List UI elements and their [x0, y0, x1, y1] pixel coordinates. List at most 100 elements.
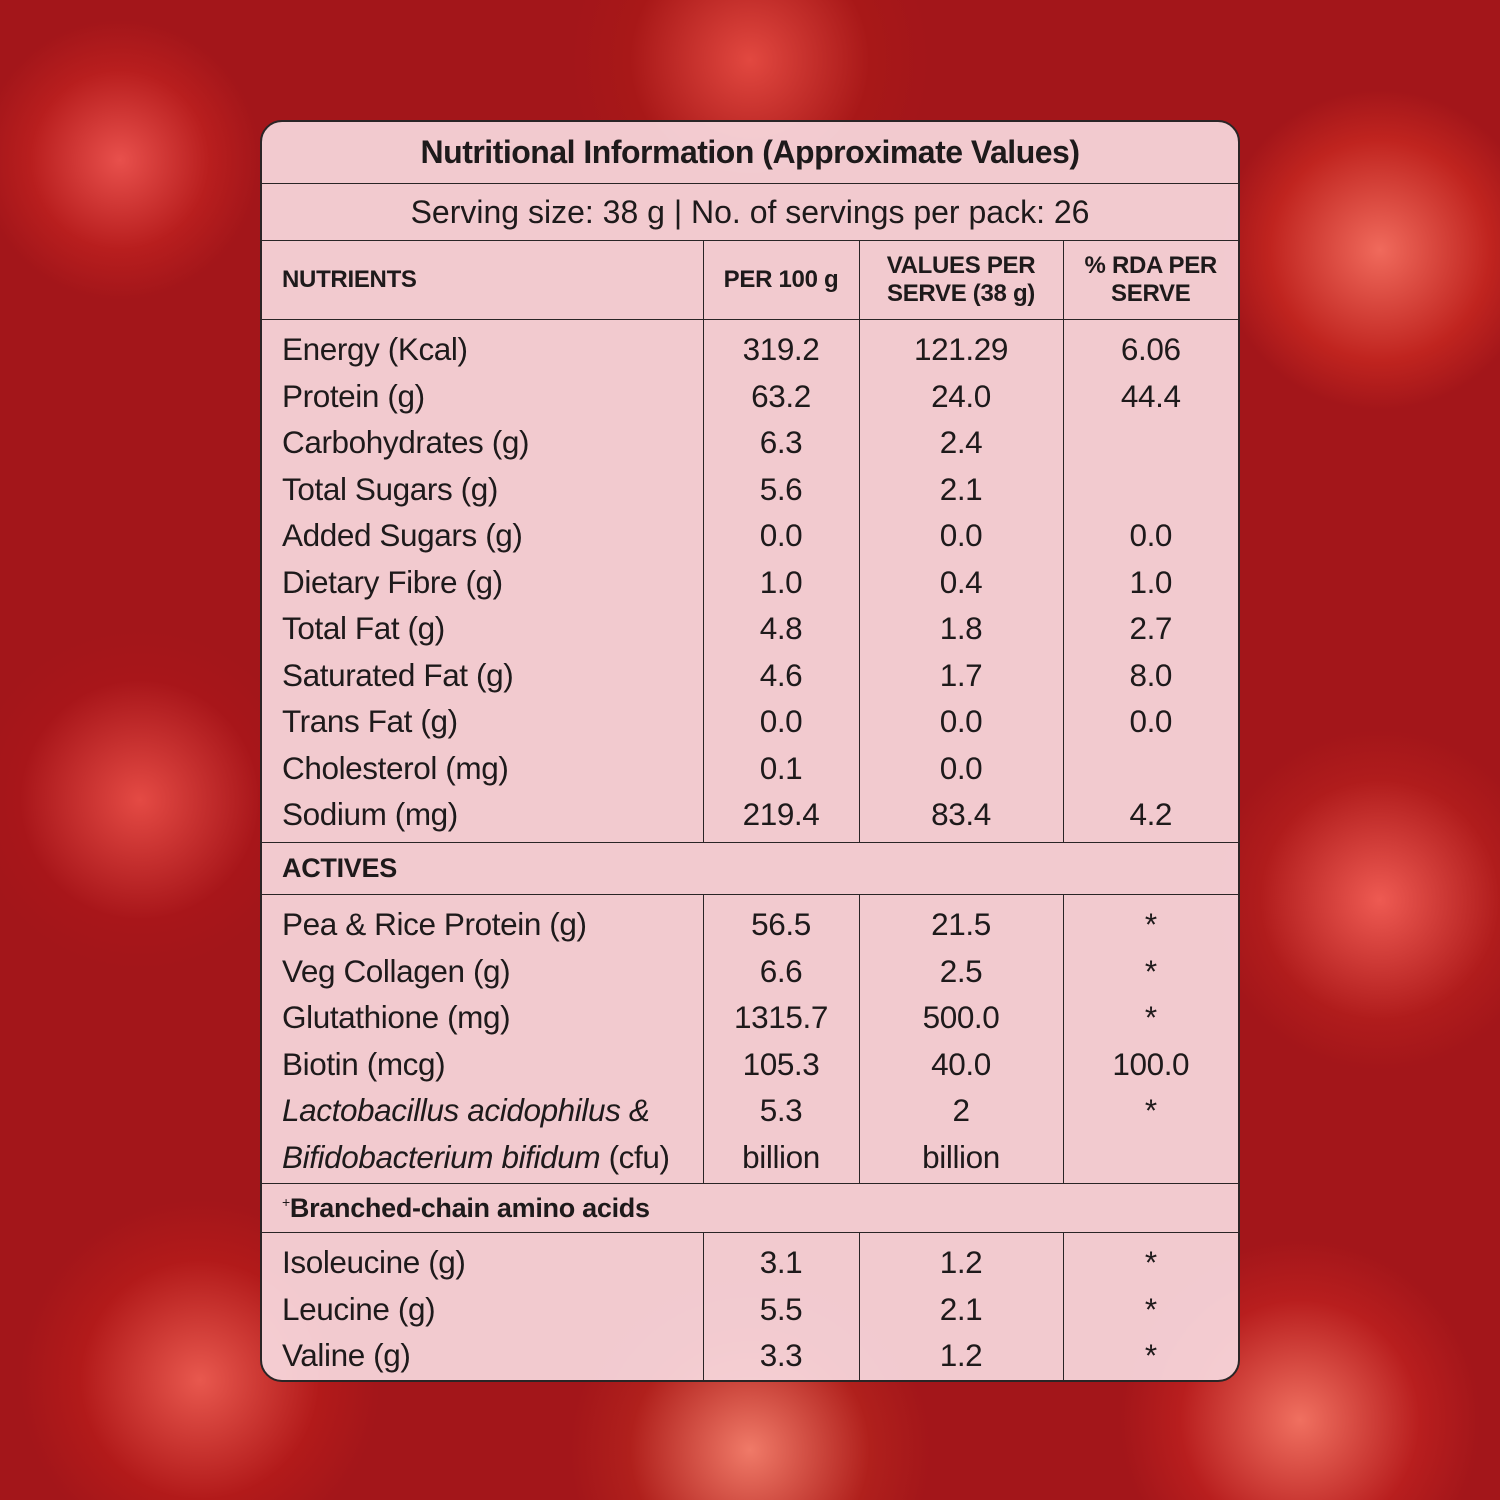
serve-value: 500.0: [922, 999, 1000, 1036]
column-cell: Isoleucine (g) Leucine (g) Valine (g): [262, 1232, 704, 1380]
rda-value: 8.0: [1129, 656, 1173, 693]
rda-value: 44.4: [1120, 377, 1181, 414]
rda-value: *: [1144, 952, 1157, 989]
nutrient-name: Valine (g): [282, 1337, 411, 1374]
per100-value: 219.4: [742, 796, 820, 832]
rda-value: 100.0: [1112, 1045, 1190, 1082]
per100-value: 1.0: [759, 563, 803, 600]
per100-value: 0.0: [759, 517, 803, 553]
nutrient-name: Protein (g): [282, 377, 425, 414]
serve-value: 1.2: [939, 1337, 983, 1374]
per100-value: 6.6: [759, 952, 803, 989]
serve-value: 2: [952, 1092, 970, 1129]
nutrient-name: Veg Collagen (g): [282, 952, 511, 989]
per100-value: 0.0: [759, 703, 803, 739]
per100-value: 4.6: [759, 656, 803, 693]
empty-line: [1064, 1134, 1239, 1181]
column-cell: 6.06 44.4 0.0 1.0 2.7 8.0 0.0 4.2: [1062, 318, 1239, 844]
per100-value: 1315.7: [734, 999, 828, 1036]
serve-value: 21.5: [931, 906, 991, 943]
column-cell: 319.2 63.2 6.3 5.6 0.0 1.0 4.8 4.6 0.0 0.1 219.4: [702, 318, 860, 844]
serving-info: Serving size: 38 g | No. of servings per…: [262, 183, 1238, 241]
rda-value: 4.2: [1129, 796, 1173, 832]
nutrient-name-italic: Lactobacillus acidophilus &: [282, 1092, 650, 1129]
serve-value: 2.5: [939, 952, 983, 989]
serve-value: 121.29: [914, 331, 1008, 367]
per100-unit: billion: [742, 1138, 820, 1175]
nutrient-name: Cholesterol (mg): [282, 749, 509, 786]
column-cell: 121.29 24.0 2.4 2.1 0.0 0.4 1.8 1.7 0.0 0.0 83.4: [858, 318, 1064, 844]
nutrient-name: Saturated Fat (g): [282, 656, 514, 693]
rda-value: *: [1144, 1337, 1157, 1374]
nutrient-name-italic: Bifidobacterium bifidum: [282, 1138, 601, 1175]
column-cell: Pea & Rice Protein (g) Veg Collagen (g) Gl…: [262, 894, 704, 1185]
rda-value: *: [1144, 1290, 1157, 1327]
column-header: % RDA PER SERVE: [1062, 240, 1238, 320]
nutrient-name: Added Sugars (g): [282, 517, 523, 553]
nutrient-name: Lactobacillus acidophilus &: [262, 1087, 703, 1134]
empty-line: [1064, 466, 1239, 513]
serve-value: 40.0: [931, 1045, 991, 1082]
rda-value: 0.0: [1129, 517, 1173, 553]
section-marker: +: [282, 1193, 290, 1210]
nutrient-name: Dietary Fibre (g): [282, 563, 503, 600]
per100-value: 0.1: [759, 749, 803, 786]
nutrient-name: Sodium (mg): [282, 796, 458, 832]
per100-value: 63.2: [751, 377, 811, 414]
per100-value: 4.8: [759, 610, 803, 646]
section-header-row: ACTIVES: [262, 842, 1238, 896]
per100-value: 56.5: [751, 906, 811, 943]
serve-value: 0.0: [939, 703, 983, 739]
per100-value: 3.3: [759, 1337, 803, 1374]
section-title: Branched-chain amino acids: [289, 1192, 650, 1223]
column-header: VALUES PER SERVE (38 g): [858, 240, 1064, 320]
empty-line: [1064, 419, 1239, 466]
per100-value: 5.6: [759, 470, 803, 507]
nutrient-name: Isoleucine (g): [282, 1244, 466, 1281]
column-cell: * * * 100.0 *: [1062, 894, 1239, 1185]
nutrient-name: Carbohydrates (g): [282, 424, 530, 460]
column-cell: Energy (Kcal) Protein (g) Carbohydrates (g…: [262, 318, 704, 844]
column-header: PER 100 g: [702, 240, 860, 320]
serve-value: 2.4: [939, 424, 983, 460]
serve-value: 24.0: [931, 377, 991, 414]
rda-value: 6.06: [1120, 331, 1181, 367]
serve-value: 0.0: [939, 749, 983, 786]
rda-value: *: [1144, 1244, 1157, 1281]
column-cell: 21.5 2.5 500.0 40.0 2 billion: [858, 894, 1064, 1185]
rda-value: 1.0: [1129, 563, 1173, 600]
per100-value: 5.5: [759, 1290, 803, 1327]
nutrition-table: Nutritional Information (Approximate Val…: [262, 122, 1238, 1380]
column-cell: 3.1 5.5 3.3: [702, 1232, 860, 1380]
rda-value: 2.7: [1129, 610, 1173, 646]
table-title: Nutritional Information (Approximate Val…: [262, 122, 1238, 184]
serve-value: 0.4: [939, 563, 983, 600]
per100-value: 105.3: [742, 1045, 820, 1082]
serve-value: 0.0: [939, 517, 983, 553]
rda-value: *: [1144, 1092, 1157, 1129]
per100-value: 3.1: [759, 1244, 803, 1281]
nutrition-panel: Nutritional Information (Approximate Val…: [260, 120, 1240, 1382]
nutrient-unit: (cfu): [608, 1138, 670, 1175]
serve-value: 83.4: [931, 796, 991, 832]
rda-value: 0.0: [1129, 703, 1173, 739]
section-title: ACTIVES: [282, 853, 397, 884]
serve-value: 1.2: [939, 1244, 983, 1281]
empty-line: [1064, 745, 1239, 792]
section-header-row: +Branched-chain amino acids: [262, 1183, 1238, 1234]
per100-value: 319.2: [742, 331, 820, 367]
section-header: ACTIVES: [262, 842, 1238, 896]
section-rows: Pea & Rice Protein (g) Veg Collagen (g) Gl…: [262, 894, 1239, 1185]
nutrient-name: Biotin (mcg): [282, 1045, 446, 1082]
serve-value: 1.7: [939, 656, 983, 693]
serve-value: 1.8: [939, 610, 983, 646]
section-rows: Isoleucine (g) Leucine (g) Valine (g) 3.1 5.…: [262, 1232, 1238, 1380]
column-cell: 1.2 2.1 1.2: [858, 1232, 1064, 1380]
nutrient-name: Total Sugars (g): [282, 470, 498, 507]
section-rows: Energy (Kcal) Protein (g) Carbohydrates (g…: [262, 318, 1239, 844]
per100-value: 6.3: [759, 424, 803, 460]
serve-value: 2.1: [939, 1290, 983, 1327]
serve-unit: billion: [922, 1138, 1000, 1175]
column-cell: 56.5 6.6 1315.7 105.3 5.3 billion: [702, 894, 860, 1185]
nutrient-name: Leucine (g): [282, 1290, 436, 1327]
